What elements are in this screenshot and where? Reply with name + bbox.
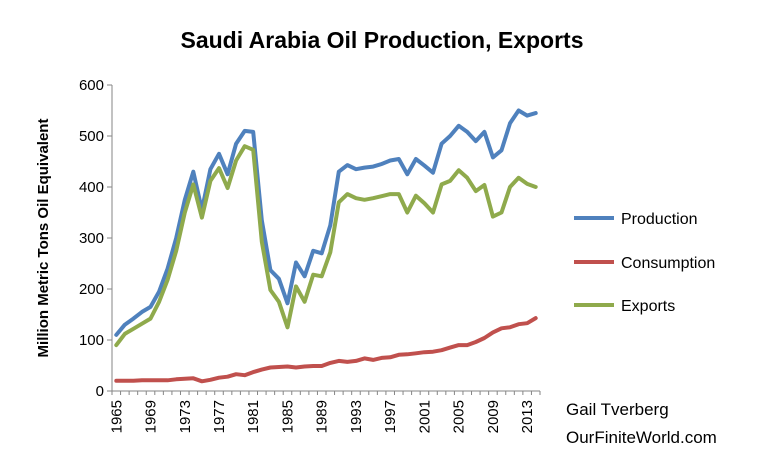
x-tick-label: 2013 [519, 400, 536, 433]
x-tick-label: 1981 [245, 400, 262, 433]
series-lines [114, 108, 538, 384]
legend-label-exports: Exports [621, 298, 675, 315]
series-line-exports [114, 144, 538, 348]
x-tick-label: 1973 [177, 400, 194, 433]
credit-author: Gail Tverberg [566, 400, 669, 419]
chart-title: Saudi Arabia Oil Production, Exports [181, 27, 584, 53]
x-tick-label: 2001 [416, 400, 433, 433]
x-tick-label: 1997 [382, 400, 399, 433]
x-tick-label: 1977 [211, 400, 228, 433]
credit-website: OurFiniteWorld.com [566, 428, 717, 447]
y-axis-ticks: 0 100 200 300 400 500 600 [79, 77, 112, 400]
x-axis-ticks: 1965 1969 1973 1977 1981 1985 1989 1993 1997 2001… [108, 391, 541, 433]
x-tick-label: 2005 [451, 400, 468, 433]
y-tick-label: 300 [79, 230, 104, 247]
series-line-production [114, 108, 538, 337]
x-tick-label: 1989 [314, 400, 331, 433]
x-tick-label: 1993 [348, 400, 365, 433]
y-tick-label: 100 [79, 332, 104, 349]
x-tick-label: 1965 [108, 400, 125, 433]
y-tick-label: 400 [79, 179, 104, 196]
legend-label-consumption: Consumption [621, 255, 715, 272]
y-tick-label: 600 [79, 77, 104, 94]
legend: Production Consumption Exports [574, 211, 715, 315]
x-tick-label: 2009 [485, 400, 502, 433]
y-tick-label: 500 [79, 128, 104, 145]
legend-label-production: Production [621, 211, 698, 228]
y-tick-label: 200 [79, 281, 104, 298]
y-axis-label: Million Metric Tons Oil Equivalent [35, 119, 52, 358]
x-tick-label: 1969 [143, 400, 160, 433]
y-tick-label: 0 [96, 383, 104, 400]
x-tick-label: 1985 [279, 400, 296, 433]
series-line-consumption [114, 316, 538, 384]
